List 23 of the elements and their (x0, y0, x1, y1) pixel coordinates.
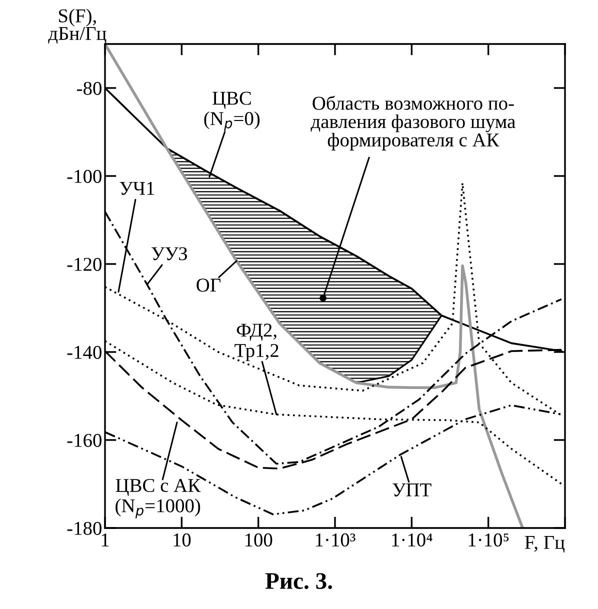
annotation: Область возможного по- давления фазового шума формирователя с АК (310, 96, 516, 150)
y-tick-label: -80 (77, 82, 102, 95)
x-axis-title: F, Гц (524, 536, 565, 553)
y-tick-label: -120 (67, 258, 102, 271)
annotation: ЦВС с АК (N$_{p}$=1000) (116, 478, 201, 518)
y-tick-label: -160 (67, 434, 102, 447)
x-tick-label: 1 (102, 534, 109, 546)
x-tick-label: 1·10⁴ (392, 533, 432, 547)
y-axis-title: S(F), дБн/Гц (48, 8, 106, 44)
annotation: ФД2, Тр1,2 (234, 324, 278, 362)
annotation: ЦВС (N$_{p}$=0) (204, 92, 260, 131)
x-tick-label: 1·10³ (316, 533, 356, 547)
annotation: УЧ1 (120, 182, 154, 195)
annotation: УПТ (392, 484, 432, 496)
annotation: УУЗ (152, 247, 188, 260)
y-tick-label: -100 (67, 170, 102, 183)
text: Рис. 3. (265, 573, 332, 590)
y-tick-label: -180 (67, 522, 102, 535)
annotation: ОГ (196, 278, 221, 292)
x-tick-label: 1·10⁵ (468, 533, 509, 547)
x-tick-label: 100 (245, 533, 272, 547)
x-tick-label: 10 (174, 533, 191, 547)
y-tick-label: -140 (67, 346, 102, 359)
